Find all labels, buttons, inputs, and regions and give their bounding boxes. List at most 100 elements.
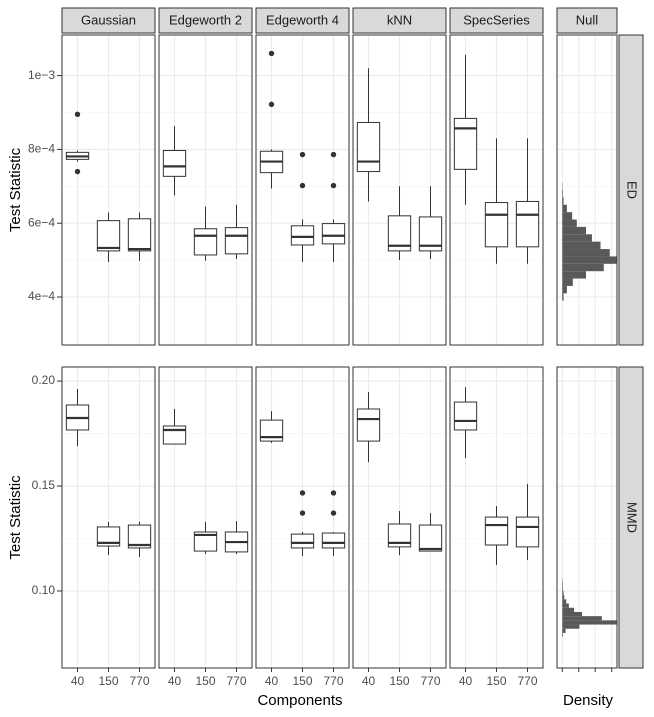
x-tick-label: 770: [226, 674, 246, 688]
box: [96, 220, 121, 252]
hist-bar: [562, 293, 564, 301]
outlier: [299, 151, 306, 158]
strip: [618, 366, 644, 669]
hist-bar: [562, 620, 617, 625]
hist-bar: [562, 595, 565, 600]
hist-bar: [562, 632, 563, 638]
box: [418, 216, 443, 252]
hist-bar: [562, 599, 567, 604]
y-tick-label: 1e−3: [28, 68, 55, 82]
hist-bar: [562, 204, 567, 213]
strip: [158, 7, 253, 34]
strip: [449, 7, 544, 34]
hist-bar: [562, 190, 563, 198]
box: [515, 200, 540, 248]
strip: [556, 7, 618, 34]
outlier: [299, 490, 306, 496]
x-tick-label: 40: [265, 674, 279, 688]
y-tick-label: 6e−4: [28, 215, 55, 229]
box: [356, 408, 381, 442]
panel-border: [556, 34, 618, 346]
x-tick-label: 770: [517, 674, 537, 688]
outlier: [330, 490, 337, 496]
hist-bar: [562, 234, 592, 242]
strip-label: Edgeworth 4: [266, 12, 339, 27]
x-tick-label: 150: [98, 674, 118, 688]
hist-bar: [562, 197, 564, 205]
box: [321, 532, 346, 549]
strip-label: kNN: [387, 12, 412, 27]
hist-bar: [562, 256, 617, 264]
strip-label: ED: [625, 181, 640, 199]
hist-bar: [562, 212, 573, 220]
hist-bar: [562, 624, 580, 629]
x-tick-label: 40: [168, 674, 182, 688]
box: [484, 516, 509, 546]
panel-border: [352, 34, 447, 346]
panel-border: [449, 34, 544, 346]
x-tick-label: 150: [486, 674, 506, 688]
outlier: [330, 510, 337, 516]
box: [515, 516, 540, 548]
box: [356, 121, 381, 173]
box: [484, 202, 509, 248]
outlier: [299, 182, 306, 189]
box: [453, 117, 478, 170]
strip: [255, 7, 350, 34]
box: [127, 218, 152, 252]
box: [290, 533, 315, 549]
x-tick-label: 770: [129, 674, 149, 688]
hist-bar: [562, 271, 587, 279]
strip: [61, 7, 156, 34]
x-axis-title: Components: [257, 692, 342, 709]
x-tick-label: 770: [420, 674, 440, 688]
hist-bar: [562, 603, 569, 608]
panel-border: [255, 34, 350, 346]
box: [387, 523, 412, 548]
panel-border: [556, 366, 618, 669]
outlier: [268, 101, 275, 108]
x-tick-label: 40: [459, 674, 473, 688]
box: [96, 526, 121, 547]
box: [162, 425, 187, 445]
hist-bar: [562, 611, 583, 617]
hist-bar: [562, 219, 577, 227]
x-tick-label: 40: [362, 674, 376, 688]
hist-bar: [562, 249, 610, 257]
box: [290, 225, 315, 246]
hist-bar: [562, 582, 563, 587]
box: [321, 223, 346, 245]
panel: [557, 35, 617, 345]
strip: [352, 7, 447, 34]
y-axis-title: Test Statistic: [7, 475, 24, 560]
box: [127, 524, 152, 549]
outlier: [330, 182, 337, 189]
hist-bar: [562, 616, 602, 621]
box: [193, 531, 218, 552]
hist-bar: [562, 278, 573, 286]
y-tick-label: 0.20: [32, 373, 56, 387]
y-tick-label: 0.15: [32, 478, 56, 492]
x-tick-label: 150: [195, 674, 215, 688]
hist-bar: [562, 607, 575, 612]
outlier: [74, 168, 81, 175]
panel-border: [158, 34, 253, 346]
y-axis-title: Test Statistic: [7, 147, 24, 232]
strip-label: Edgeworth 2: [169, 12, 242, 27]
outlier: [299, 510, 306, 516]
strip-label: MMD: [625, 502, 640, 533]
strip: [618, 34, 644, 346]
hist-bar: [562, 241, 601, 250]
y-tick-label: 8e−4: [28, 142, 55, 156]
box: [193, 228, 218, 256]
x-tick-label: 150: [292, 674, 312, 688]
x-tick-label: 150: [389, 674, 409, 688]
outlier: [268, 50, 275, 57]
box: [418, 524, 443, 552]
y-tick-label: 4e−4: [28, 289, 55, 303]
hist-bar: [562, 586, 563, 591]
outlier: [330, 151, 337, 158]
hist-bar: [562, 590, 564, 596]
x-tick-label: 770: [323, 674, 343, 688]
